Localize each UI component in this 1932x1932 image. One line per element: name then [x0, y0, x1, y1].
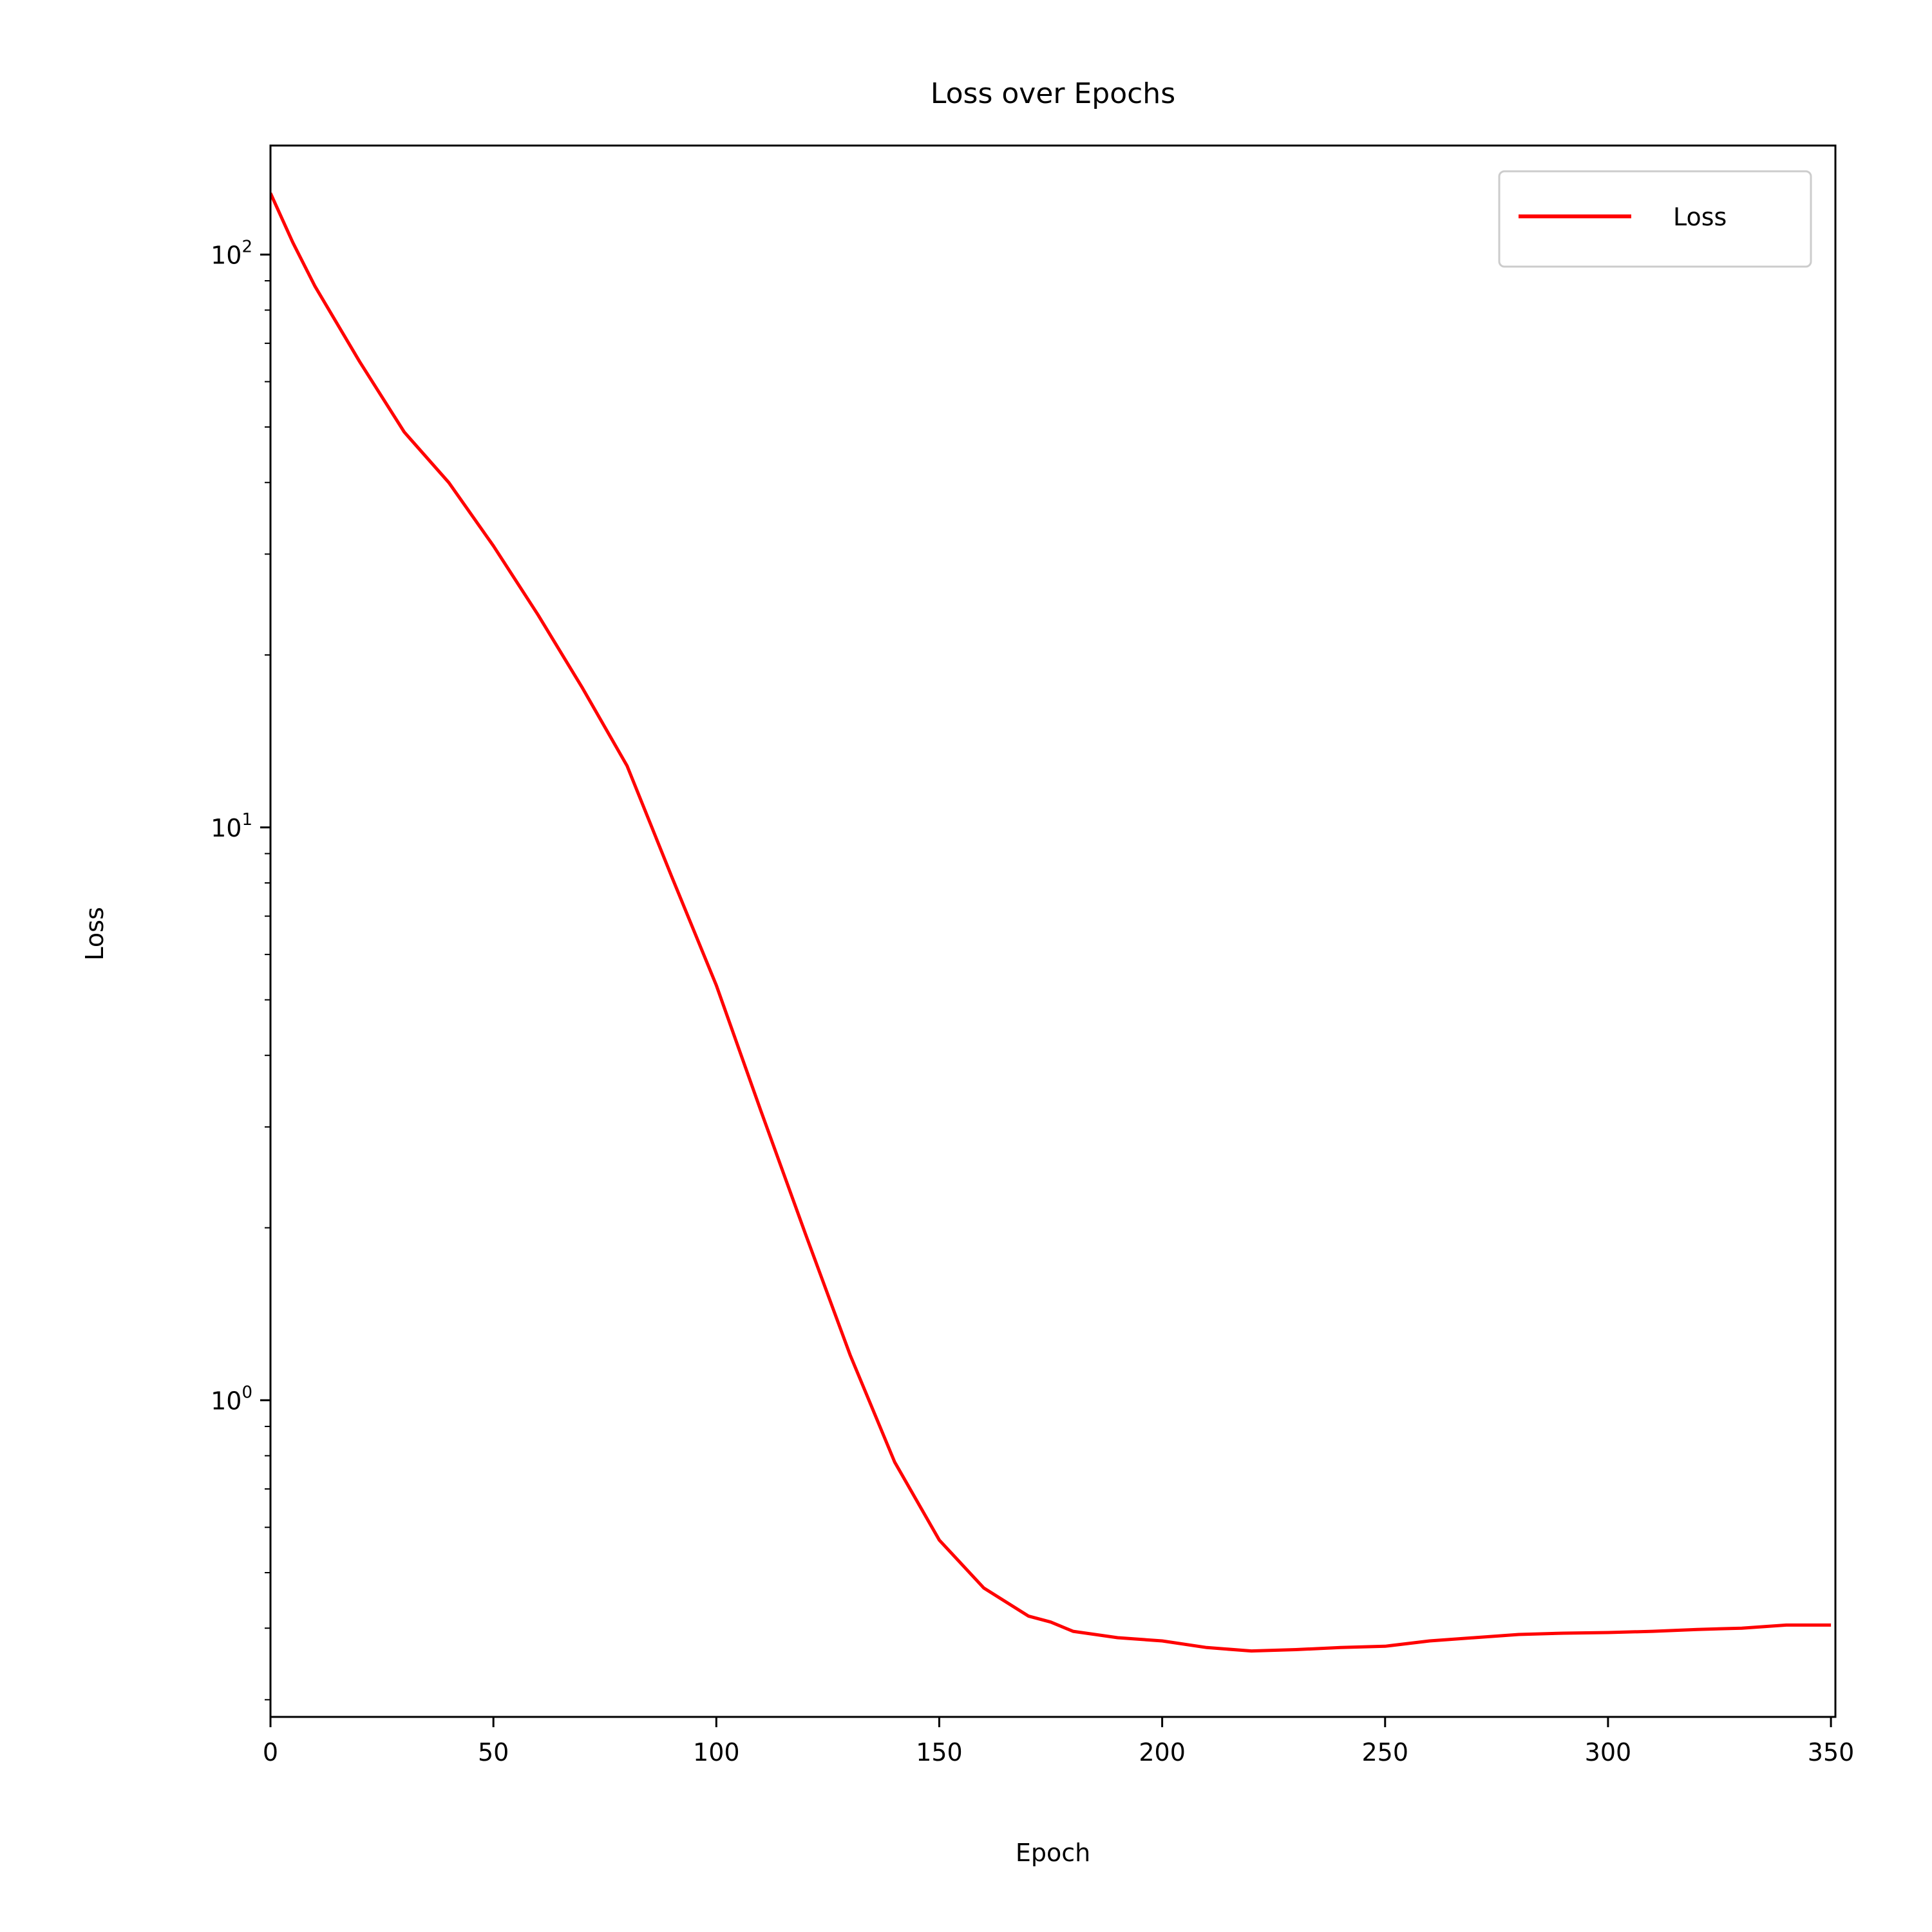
x-tick-label: 0: [263, 1738, 278, 1766]
x-tick-label: 250: [1362, 1738, 1409, 1766]
plot-frame: [269, 144, 1837, 1718]
x-axis-ticks: 0 50 100 150 200 250 300 350: [263, 1717, 1854, 1766]
x-axis-label: Epoch: [1016, 1839, 1090, 1867]
y-tick-label: 100: [211, 1383, 252, 1415]
plot-clip-group: [270, 192, 1832, 1653]
legend: Loss: [1498, 170, 1812, 268]
x-tick-label: 200: [1139, 1738, 1186, 1766]
plot-area: [270, 146, 1835, 1717]
chart-title: Loss over Epochs: [931, 77, 1175, 110]
y-tick-label: 102: [211, 237, 252, 269]
y-axis-label: Loss: [80, 907, 109, 960]
x-tick-label: 350: [1808, 1738, 1855, 1766]
legend-label-loss: Loss: [1673, 203, 1727, 231]
y-tick-label: 101: [211, 810, 252, 842]
legend-box: [1498, 170, 1812, 268]
x-tick-label: 100: [693, 1738, 740, 1766]
y-axis-ticks: 100 101 102: [211, 237, 270, 1701]
x-tick-label: 50: [478, 1738, 509, 1766]
series-line-loss: [270, 192, 1832, 1653]
x-tick-label: 300: [1585, 1738, 1632, 1766]
x-tick-label: 150: [916, 1738, 963, 1766]
